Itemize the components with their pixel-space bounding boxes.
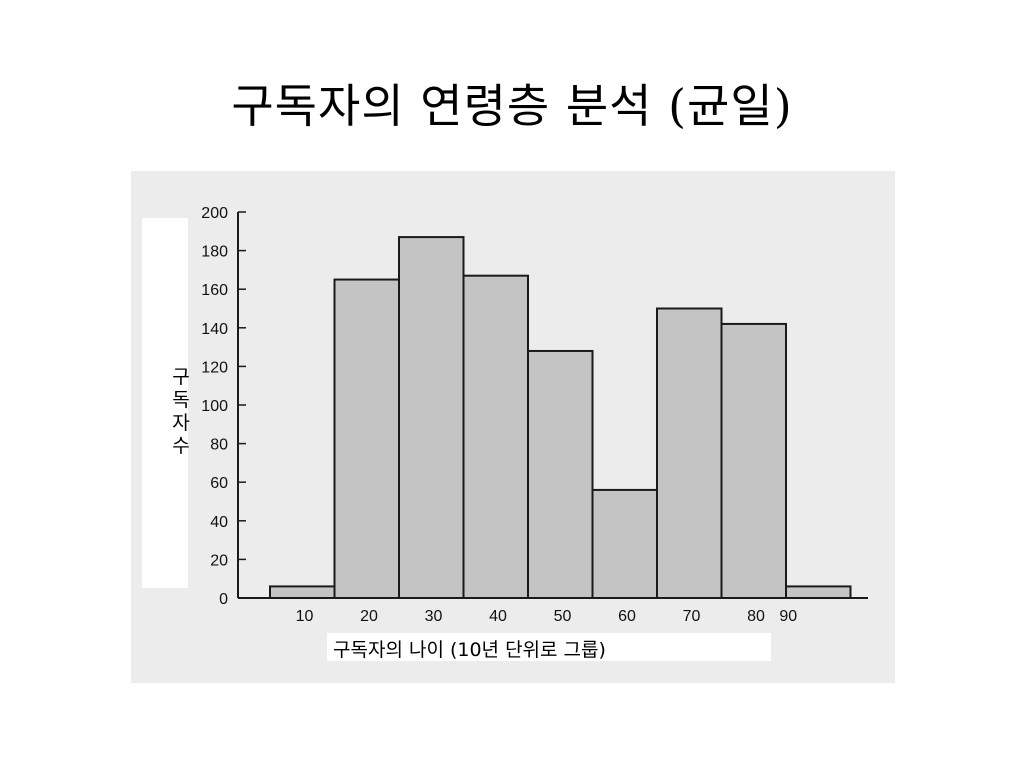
x-axis-label-panel: 구독자의 나이 (10년 단위로 그룹) xyxy=(327,633,771,661)
y-tick-label: 200 xyxy=(201,205,228,222)
histogram-bar xyxy=(333,278,400,600)
x-tick-label: 70 xyxy=(683,608,701,625)
histogram-bar xyxy=(462,274,529,599)
histogram-bar xyxy=(720,322,787,599)
y-tick-label: 20 xyxy=(210,552,228,569)
y-tick-label: 140 xyxy=(201,321,228,338)
histogram-bar xyxy=(269,585,336,600)
y-tick-label: 100 xyxy=(201,398,228,415)
y-tick-label: 80 xyxy=(210,437,228,454)
x-tick-label: 20 xyxy=(360,608,378,625)
x-tick-label: 90 xyxy=(779,608,797,625)
histogram-bar xyxy=(591,488,658,600)
histogram-bar xyxy=(656,307,723,599)
histogram-chart: 0 20 40 60 80 100 120 140 160 180 200 10 20 30 40 50 60 7… xyxy=(201,205,868,625)
y-tick-label: 60 xyxy=(210,475,228,492)
histogram-bar xyxy=(785,585,852,600)
chart-scan-image: 0 20 40 60 80 100 120 140 160 180 200 10 20 30 40 50 60 7… xyxy=(131,171,895,683)
x-axis-label: 구독자의 나이 (10년 단위로 그룹) xyxy=(333,639,606,661)
slide-title: 구독자의 연령층 분석 (균일) xyxy=(231,79,793,133)
x-tick-label: 50 xyxy=(554,608,572,625)
y-axis-label: 구독자 수 xyxy=(172,366,190,457)
y-axis-label-panel: 구독자 수 xyxy=(142,218,190,588)
histogram-bar xyxy=(527,349,594,599)
x-tick-label: 30 xyxy=(425,608,443,625)
x-tick-label: 80 xyxy=(747,608,765,625)
histogram-bar xyxy=(398,236,465,599)
y-tick-label: 120 xyxy=(201,359,228,376)
y-tick-label: 180 xyxy=(201,244,228,261)
y-tick-label: 0 xyxy=(219,591,228,608)
y-tick-label: 160 xyxy=(201,282,228,299)
y-tick-label: 40 xyxy=(210,514,228,531)
x-tick-label: 10 xyxy=(296,608,314,625)
x-tick-label: 40 xyxy=(489,608,507,625)
x-tick-label: 60 xyxy=(618,608,636,625)
